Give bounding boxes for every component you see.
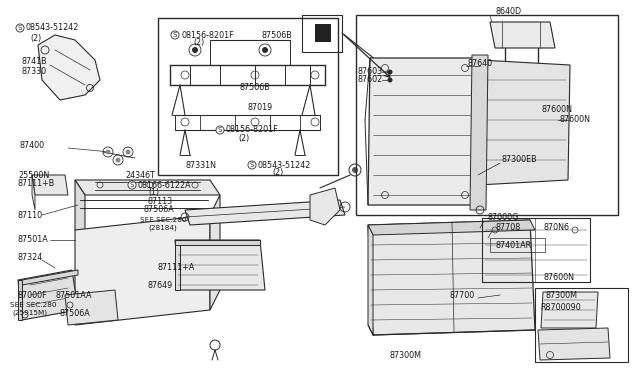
Text: 87649: 87649: [148, 280, 173, 289]
Text: 87331N: 87331N: [185, 160, 216, 170]
Text: 87110: 87110: [18, 211, 43, 219]
Text: (28184): (28184): [148, 225, 177, 231]
Text: R8700090: R8700090: [540, 304, 580, 312]
Text: 87506B: 87506B: [262, 31, 292, 39]
Polygon shape: [368, 220, 535, 235]
Polygon shape: [470, 55, 488, 210]
Text: 87602: 87602: [358, 76, 383, 84]
Polygon shape: [18, 280, 22, 320]
Text: (2): (2): [193, 38, 204, 48]
Text: 87600N: 87600N: [543, 273, 574, 282]
Text: 87700: 87700: [450, 291, 476, 299]
Text: 87000G: 87000G: [488, 214, 520, 222]
Text: (1): (1): [148, 189, 159, 198]
Text: 87708: 87708: [496, 224, 521, 232]
Polygon shape: [75, 180, 85, 245]
Text: 08543-51242: 08543-51242: [258, 160, 312, 170]
Polygon shape: [478, 60, 570, 185]
Text: 87506A: 87506A: [144, 205, 175, 215]
Polygon shape: [541, 292, 598, 328]
Polygon shape: [175, 240, 260, 245]
Text: 87113: 87113: [148, 198, 173, 206]
Polygon shape: [368, 220, 535, 335]
Polygon shape: [18, 270, 78, 320]
Bar: [490, 238, 545, 252]
Text: 87640: 87640: [468, 58, 493, 67]
Text: S: S: [218, 127, 222, 133]
Text: 08156-8201F: 08156-8201F: [226, 125, 278, 135]
Text: 87111+A: 87111+A: [158, 263, 195, 273]
Text: 87300EB: 87300EB: [502, 155, 538, 164]
Polygon shape: [310, 188, 340, 225]
Circle shape: [106, 150, 111, 154]
Polygon shape: [490, 22, 555, 48]
Text: 08543-51242: 08543-51242: [26, 23, 79, 32]
Text: 87501AA: 87501AA: [56, 291, 93, 299]
Text: 87324: 87324: [18, 253, 44, 263]
Circle shape: [262, 47, 268, 53]
Text: (2): (2): [272, 169, 284, 177]
Text: (2): (2): [30, 33, 41, 42]
Text: 87330: 87330: [22, 67, 47, 77]
Polygon shape: [22, 270, 78, 285]
Polygon shape: [38, 35, 100, 100]
Text: 87401AR: 87401AR: [496, 241, 532, 250]
Text: 87501A: 87501A: [18, 235, 49, 244]
Text: SEE SEC.280: SEE SEC.280: [140, 217, 186, 223]
Text: 25500N: 25500N: [18, 170, 49, 180]
Text: SEE SEC.280: SEE SEC.280: [10, 302, 56, 308]
Bar: [158, 18, 338, 175]
Circle shape: [192, 47, 198, 53]
Circle shape: [352, 167, 358, 173]
Text: 870N6: 870N6: [543, 224, 569, 232]
Text: 87506A: 87506A: [60, 308, 91, 317]
Bar: [535, 288, 628, 362]
Polygon shape: [368, 58, 480, 205]
Text: S: S: [18, 25, 22, 31]
Text: S: S: [250, 162, 254, 168]
Text: 87000F: 87000F: [18, 291, 47, 299]
Polygon shape: [368, 225, 373, 335]
Text: 87400: 87400: [20, 141, 45, 150]
Text: 08156-8201F: 08156-8201F: [181, 31, 234, 39]
Bar: [315, 24, 331, 42]
Text: 08166-6122A: 08166-6122A: [138, 180, 191, 189]
Bar: [356, 15, 618, 215]
Text: 87506B: 87506B: [240, 83, 271, 93]
Text: S: S: [130, 182, 134, 188]
Polygon shape: [210, 195, 220, 310]
Text: 87111+B: 87111+B: [18, 179, 55, 187]
Polygon shape: [175, 240, 180, 290]
Polygon shape: [75, 215, 210, 325]
Polygon shape: [175, 240, 265, 290]
Polygon shape: [538, 328, 610, 360]
Polygon shape: [185, 200, 345, 225]
Text: (25915M): (25915M): [12, 310, 47, 316]
Text: 87603: 87603: [358, 67, 383, 77]
Text: 8741B: 8741B: [22, 58, 47, 67]
Text: 87019: 87019: [248, 103, 273, 112]
Text: (2): (2): [238, 134, 249, 142]
Text: 87600N: 87600N: [560, 115, 591, 125]
Polygon shape: [32, 175, 35, 210]
Circle shape: [387, 77, 392, 83]
Text: 8640D: 8640D: [495, 7, 521, 16]
Text: 87300M: 87300M: [545, 292, 577, 301]
Circle shape: [115, 157, 120, 163]
Text: 87300M: 87300M: [390, 350, 422, 359]
Bar: [482, 218, 590, 282]
Text: 87600N: 87600N: [542, 106, 573, 115]
Bar: [302, 15, 342, 52]
Polygon shape: [32, 175, 68, 195]
Circle shape: [125, 150, 131, 154]
Polygon shape: [65, 290, 118, 325]
Polygon shape: [75, 180, 220, 195]
Text: S: S: [173, 32, 177, 38]
Text: 24346T: 24346T: [125, 170, 155, 180]
Circle shape: [387, 70, 392, 74]
